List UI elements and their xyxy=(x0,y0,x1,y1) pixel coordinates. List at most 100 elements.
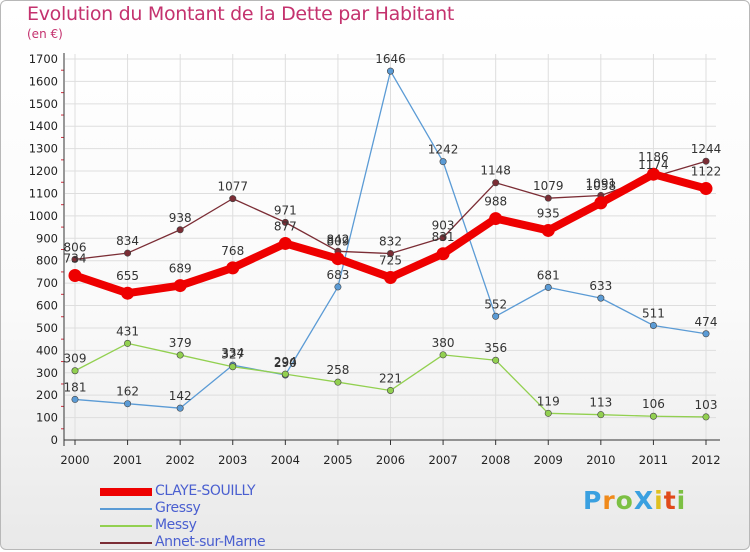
y-tick-label: 600 xyxy=(36,299,58,313)
point-claye-souilly xyxy=(121,286,135,300)
y-tick-label: 1000 xyxy=(29,209,58,223)
point-messy xyxy=(386,386,394,394)
point-messy xyxy=(492,356,500,364)
point-claye-souilly xyxy=(226,261,240,275)
data-label-claye-souilly: 809 xyxy=(326,235,349,249)
point-messy xyxy=(544,409,552,417)
data-label-annet-sur-marne: 903 xyxy=(432,219,455,233)
point-messy xyxy=(702,413,710,421)
point-messy xyxy=(597,411,605,419)
data-label-claye-souilly: 877 xyxy=(274,219,297,233)
point-claye-souilly xyxy=(384,271,397,285)
data-label-gressy: 334 xyxy=(221,346,244,360)
data-label-gressy: 290 xyxy=(274,356,297,370)
point-gressy xyxy=(386,67,394,75)
y-tick-label: 1200 xyxy=(29,164,58,178)
data-label-messy: 103 xyxy=(695,398,718,412)
point-gressy xyxy=(334,283,342,291)
data-label-messy: 431 xyxy=(116,324,139,338)
y-tick-label: 400 xyxy=(36,343,58,357)
data-label-annet-sur-marne: 971 xyxy=(274,203,297,217)
y-tick-label: 0 xyxy=(51,433,58,447)
data-label-annet-sur-marne: 1091 xyxy=(586,176,617,190)
data-label-gressy: 1242 xyxy=(428,143,459,157)
point-gressy xyxy=(597,294,605,302)
logo-letter: t xyxy=(663,486,677,515)
data-label-messy: 356 xyxy=(484,341,507,355)
x-tick-label: 2000 xyxy=(60,453,89,467)
y-tick-label: 1500 xyxy=(29,97,58,111)
point-annet-sur-marne xyxy=(386,250,394,258)
point-messy xyxy=(649,412,657,420)
point-claye-souilly xyxy=(489,212,503,226)
data-label-claye-souilly: 1122 xyxy=(691,165,722,179)
x-tick-label: 2010 xyxy=(586,453,615,467)
data-label-annet-sur-marne: 832 xyxy=(379,235,402,249)
x-tick-label: 2003 xyxy=(218,453,247,467)
point-claye-souilly xyxy=(541,223,555,237)
point-gressy xyxy=(439,158,447,166)
legend-swatch xyxy=(100,542,152,544)
point-annet-sur-marne xyxy=(124,249,132,257)
data-label-annet-sur-marne: 834 xyxy=(116,234,139,248)
data-label-messy: 258 xyxy=(326,363,349,377)
data-label-messy: 379 xyxy=(169,336,192,350)
point-gressy xyxy=(544,283,552,291)
proxiti-logo: ProXiti xyxy=(583,486,686,515)
data-label-gressy: 162 xyxy=(116,385,139,399)
data-label-annet-sur-marne: 1148 xyxy=(480,164,511,178)
chart-subtitle: (en €) xyxy=(27,27,63,41)
logo-letter: i xyxy=(654,486,664,515)
y-tick-label: 100 xyxy=(36,411,58,425)
data-label-annet-sur-marne: 1244 xyxy=(691,142,722,156)
data-label-annet-sur-marne: 1079 xyxy=(533,179,564,193)
point-claye-souilly xyxy=(68,268,82,282)
y-tick-label: 1700 xyxy=(29,52,58,66)
data-label-claye-souilly: 831 xyxy=(432,230,455,244)
point-claye-souilly xyxy=(173,279,187,293)
point-annet-sur-marne xyxy=(176,226,184,234)
point-annet-sur-marne xyxy=(281,218,289,226)
point-claye-souilly xyxy=(699,182,713,196)
point-claye-souilly xyxy=(331,252,345,266)
data-label-claye-souilly: 1058 xyxy=(586,179,617,193)
point-annet-sur-marne xyxy=(492,179,500,187)
y-tick-label: 200 xyxy=(36,388,58,402)
legend-item: Annet-sur-Marne xyxy=(100,534,400,552)
point-claye-souilly xyxy=(436,247,450,261)
logo-letter: X xyxy=(633,486,655,515)
data-label-claye-souilly: 725 xyxy=(379,254,402,268)
point-messy xyxy=(229,363,237,371)
y-tick-label: 1600 xyxy=(29,74,58,88)
data-label-annet-sur-marne: 842 xyxy=(326,232,349,246)
x-tick-label: 2001 xyxy=(113,453,142,467)
point-gressy xyxy=(176,404,184,412)
data-label-claye-souilly: 768 xyxy=(221,244,244,258)
point-gressy xyxy=(124,400,132,408)
data-label-claye-souilly: 988 xyxy=(484,195,507,209)
data-label-gressy: 683 xyxy=(326,268,349,282)
point-messy xyxy=(334,378,342,386)
legend: CLAYE-SOUILLY Gressy Messy Annet-sur-Marne xyxy=(100,483,400,552)
y-tick-label: 1300 xyxy=(29,142,58,156)
data-label-gressy: 511 xyxy=(642,306,665,320)
legend-swatch xyxy=(100,488,152,496)
legend-swatch xyxy=(100,525,152,527)
legend-label: Annet-sur-Marne xyxy=(155,534,266,550)
point-messy xyxy=(124,339,132,347)
x-tick-label: 2011 xyxy=(639,453,668,467)
data-label-messy: 113 xyxy=(589,396,612,410)
data-label-annet-sur-marne: 1077 xyxy=(217,180,248,194)
data-label-claye-souilly: 655 xyxy=(116,269,139,283)
data-label-gressy: 681 xyxy=(537,268,560,282)
point-annet-sur-marne xyxy=(71,255,79,263)
legend-label: CLAYE-SOUILLY xyxy=(155,483,256,499)
x-tick-label: 2008 xyxy=(481,453,510,467)
data-label-gressy: 142 xyxy=(169,389,192,403)
data-label-messy: 380 xyxy=(432,336,455,350)
data-label-gressy: 181 xyxy=(64,380,87,394)
data-label-gressy: 552 xyxy=(484,297,507,311)
axes: 0 100 200 300 400 500 600 700 800 900 1000 1100 1200… xyxy=(29,52,721,467)
point-gressy xyxy=(71,395,79,403)
point-messy xyxy=(439,351,447,359)
